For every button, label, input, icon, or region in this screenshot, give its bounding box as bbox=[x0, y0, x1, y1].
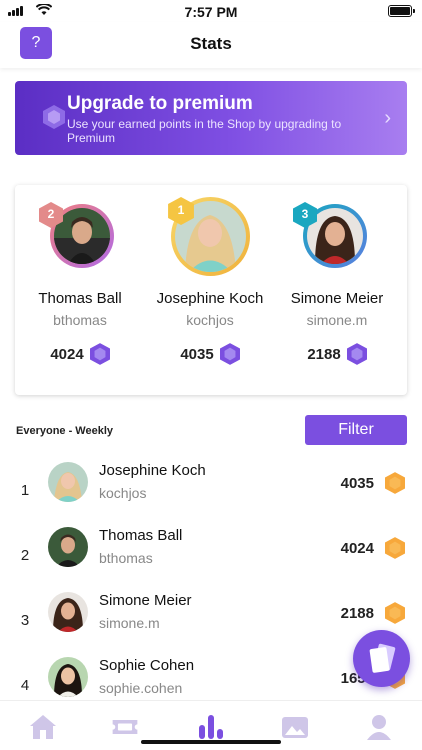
row-score: 4024 bbox=[340, 540, 374, 557]
row-username: bthomas bbox=[99, 550, 153, 566]
coin-icon bbox=[385, 537, 405, 559]
filter-button[interactable]: Filter bbox=[305, 415, 407, 445]
list-item[interactable]: 1 Josephine Koch kochjos 4035 bbox=[0, 462, 422, 522]
premium-banner[interactable]: Upgrade to premium Use your earned point… bbox=[15, 81, 407, 155]
wifi-icon bbox=[36, 4, 52, 15]
podium-score: 2188 bbox=[272, 343, 402, 365]
coin-icon bbox=[385, 472, 405, 494]
list-item[interactable]: 2 Thomas Ball bthomas 4024 bbox=[0, 527, 422, 587]
header: ? Stats bbox=[0, 22, 422, 68]
gem-icon bbox=[89, 343, 110, 365]
list-item[interactable]: 3 Simone Meier simone.m 2188 bbox=[0, 592, 422, 652]
battery-icon bbox=[388, 5, 415, 17]
tab-bar bbox=[0, 700, 422, 750]
page-title: Stats bbox=[190, 34, 232, 53]
row-username: simone.m bbox=[99, 615, 160, 631]
chevron-right-icon: › bbox=[384, 107, 391, 129]
avatar bbox=[48, 592, 88, 632]
signal-icon bbox=[8, 6, 26, 16]
row-score: 4035 bbox=[340, 475, 374, 492]
podium-card: 2 Thomas Ball bthomas 4024 1 Josephine K… bbox=[15, 185, 407, 395]
podium-name: Simone Meier bbox=[290, 290, 384, 307]
row-score: 2188 bbox=[340, 605, 374, 622]
status-bar: 7:57 PM bbox=[0, 0, 422, 22]
row-rank: 4 bbox=[20, 677, 30, 694]
coin-icon bbox=[385, 602, 405, 624]
cards-fab-button[interactable] bbox=[353, 630, 410, 687]
profile-icon[interactable] bbox=[364, 713, 394, 741]
home-indicator bbox=[141, 740, 281, 744]
row-name: Simone Meier bbox=[99, 592, 192, 609]
row-rank: 3 bbox=[20, 612, 30, 629]
row-username: sophie.cohen bbox=[99, 680, 183, 696]
avatar bbox=[171, 197, 250, 276]
premium-subtitle: Use your earned points in the Shop by up… bbox=[67, 117, 342, 145]
podium-name: Josephine Koch bbox=[156, 290, 264, 307]
rank-badge: 2 bbox=[38, 202, 64, 228]
ticket-icon[interactable] bbox=[110, 713, 140, 741]
podium-username: simone.m bbox=[306, 312, 368, 328]
row-name: Thomas Ball bbox=[99, 527, 183, 544]
row-name: Sophie Cohen bbox=[99, 657, 195, 674]
status-time: 7:57 PM bbox=[184, 4, 238, 20]
podium-score: 4024 bbox=[15, 343, 145, 365]
podium-name: Thomas Ball bbox=[38, 290, 122, 307]
avatar bbox=[48, 657, 88, 697]
row-username: kochjos bbox=[99, 485, 147, 501]
avatar bbox=[48, 462, 88, 502]
premium-title: Upgrade to premium bbox=[67, 93, 253, 114]
home-icon[interactable] bbox=[28, 713, 58, 741]
gem-icon bbox=[346, 343, 367, 365]
rank-badge: 3 bbox=[292, 202, 318, 228]
gem-icon bbox=[219, 343, 240, 365]
cards-icon bbox=[369, 643, 396, 673]
row-name: Josephine Koch bbox=[99, 462, 206, 479]
rank-badge: 1 bbox=[167, 197, 194, 225]
podium-score: 4035 bbox=[145, 343, 275, 365]
podium-username: kochjos bbox=[186, 312, 234, 328]
stats-icon[interactable] bbox=[196, 713, 226, 741]
gem-icon bbox=[43, 105, 65, 129]
podium-username: bthomas bbox=[53, 312, 107, 328]
row-rank: 1 bbox=[20, 482, 30, 499]
leaderboard-scope-label: Everyone - Weekly bbox=[16, 425, 114, 437]
help-button[interactable]: ? bbox=[20, 27, 52, 59]
gallery-icon[interactable] bbox=[280, 713, 310, 741]
row-rank: 2 bbox=[20, 547, 30, 564]
avatar bbox=[48, 527, 88, 567]
